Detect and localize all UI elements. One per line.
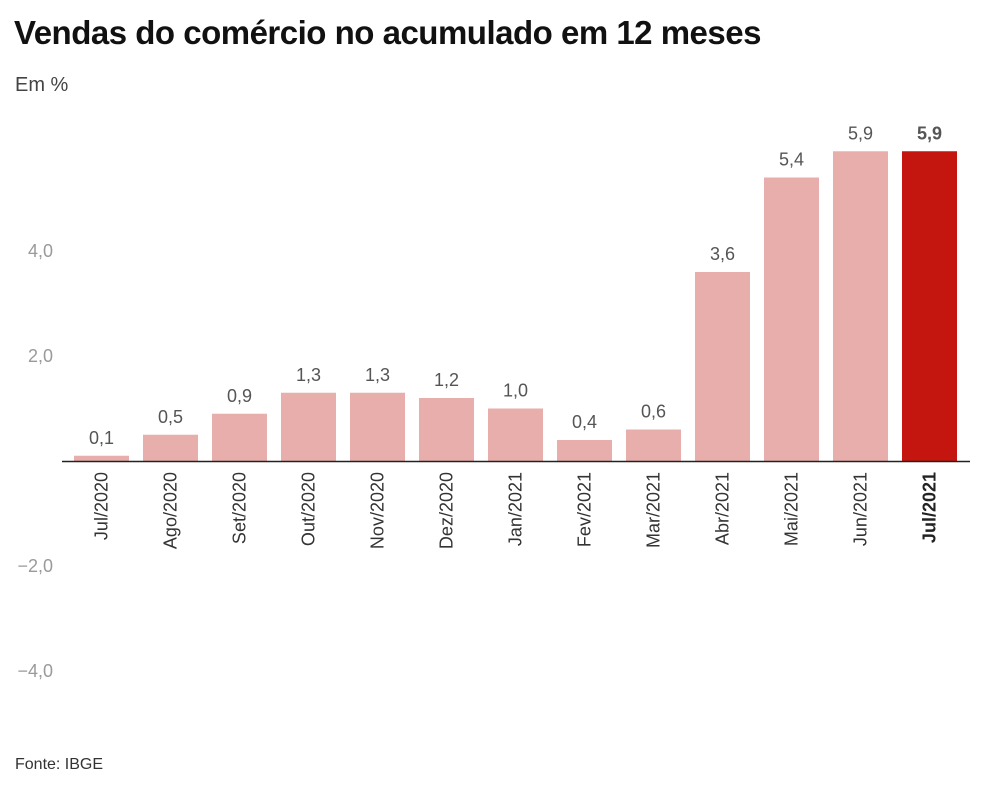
y-tick-label: 2,0 bbox=[28, 346, 53, 366]
chart-title: Vendas do comércio no acumulado em 12 me… bbox=[14, 14, 761, 51]
bar bbox=[557, 440, 612, 461]
y-tick-labels: −4,0 −2,0 2,0 4,0 bbox=[17, 241, 53, 681]
data-label: 0,5 bbox=[158, 407, 183, 427]
bar bbox=[74, 455, 129, 461]
bars bbox=[74, 151, 957, 461]
y-tick-label: −4,0 bbox=[17, 661, 53, 681]
data-labels: 0,1 0,5 0,9 1,3 1,3 1,2 1,0 0,4 0,6 3,6 5,4 5,9 5,9 bbox=[89, 123, 942, 448]
x-tick-label: Jul/2020 bbox=[92, 472, 112, 540]
data-label: 5,4 bbox=[779, 150, 804, 170]
x-tick-label: Jun/2021 bbox=[851, 472, 871, 546]
x-tick-label: Set/2020 bbox=[230, 472, 250, 544]
data-label: 1,2 bbox=[434, 370, 459, 390]
data-label: 1,3 bbox=[365, 365, 390, 385]
bar-highlight bbox=[902, 151, 957, 461]
chart-subtitle: Em % bbox=[15, 74, 69, 96]
x-tick-label: Fev/2021 bbox=[575, 472, 595, 547]
x-tick-label: Mai/2021 bbox=[782, 472, 802, 546]
data-label: 1,0 bbox=[503, 381, 528, 401]
x-tick-label: Out/2020 bbox=[299, 472, 319, 546]
x-tick-label: Ago/2020 bbox=[161, 472, 181, 549]
bar bbox=[695, 272, 750, 461]
data-label: 3,6 bbox=[710, 244, 735, 264]
bar bbox=[212, 413, 267, 461]
data-label: 5,9 bbox=[848, 123, 873, 143]
data-label: 0,1 bbox=[89, 428, 114, 448]
x-tick-label: Mar/2021 bbox=[644, 472, 664, 548]
source-note: Fonte: IBGE bbox=[15, 756, 104, 773]
bar bbox=[419, 398, 474, 461]
data-label: 0,9 bbox=[227, 386, 252, 406]
bar bbox=[143, 434, 198, 461]
bar bbox=[764, 177, 819, 461]
y-tick-label: 4,0 bbox=[28, 241, 53, 261]
y-tick-label: −2,0 bbox=[17, 556, 53, 576]
data-label: 0,6 bbox=[641, 402, 666, 422]
bar bbox=[488, 408, 543, 461]
data-label: 0,4 bbox=[572, 412, 597, 432]
x-tick-labels: Jul/2020 Ago/2020 Set/2020 Out/2020 Nov/2020… bbox=[92, 472, 940, 549]
x-tick-label: Abr/2021 bbox=[713, 472, 733, 545]
bar bbox=[281, 392, 336, 461]
x-tick-label: Jul/2021 bbox=[920, 472, 940, 543]
x-tick-label: Nov/2020 bbox=[368, 472, 388, 549]
x-tick-label: Dez/2020 bbox=[437, 472, 457, 549]
x-tick-label: Jan/2021 bbox=[506, 472, 526, 546]
data-label: 5,9 bbox=[917, 123, 942, 143]
bar bbox=[350, 392, 405, 461]
bar bbox=[626, 429, 681, 461]
bar bbox=[833, 151, 888, 461]
data-label: 1,3 bbox=[296, 365, 321, 385]
